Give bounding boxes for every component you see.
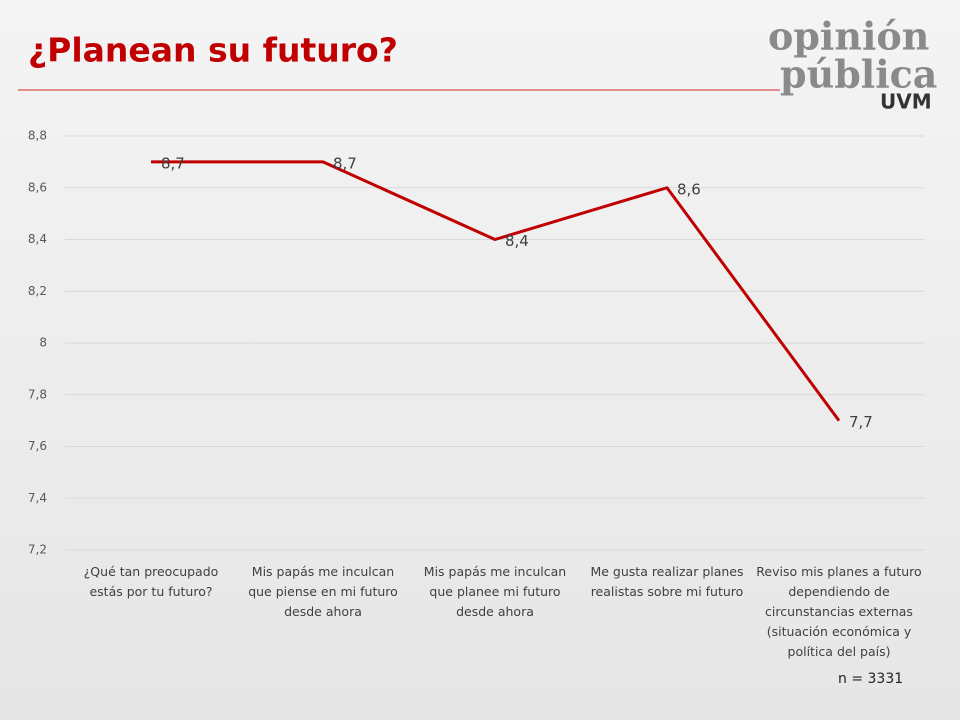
value-label: 8,7 [161,154,185,172]
logo-line1: opinión [768,14,929,59]
y-tick-label: 8,4 [28,232,47,246]
logo-line2: pública [780,52,937,97]
value-label: 8,7 [333,154,357,172]
y-tick-label: 8,6 [28,180,47,194]
x-tick-label: Mis papás me inculcan que planee mi futu… [423,564,567,619]
y-tick-label: 7,4 [28,491,47,505]
value-label: 7,7 [849,413,873,431]
x-tick-label: Reviso mis planes a futuro dependiendo d… [756,564,922,659]
value-label: 8,6 [677,180,701,198]
sample-note: n = 3331 [838,671,903,687]
x-tick-label: Mis papás me inculcan que piense en mi f… [248,564,398,619]
data-line [151,160,841,422]
x-tick-label: Me gusta realizar planes realistas sobre… [590,564,744,599]
chart-title: ¿Planean su futuro? [28,31,398,70]
value-label: 8,4 [505,232,529,250]
y-tick-label: 7,6 [28,439,47,453]
y-tick-label: 8 [39,336,47,350]
x-tick-label: ¿Qué tan preocupado estás por tu futuro? [83,564,219,599]
y-tick-label: 7,8 [28,387,47,401]
y-tick-label: 8,8 [28,129,47,143]
logo-line3: UVM [880,90,932,114]
y-tick-label: 8,2 [28,284,47,298]
y-tick-label: 7,2 [28,543,47,557]
